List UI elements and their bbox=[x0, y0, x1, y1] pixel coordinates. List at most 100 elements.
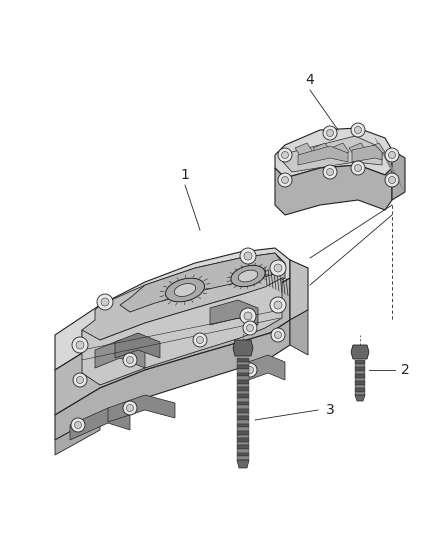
Bar bbox=[237, 376, 249, 380]
Bar bbox=[237, 369, 249, 373]
Bar bbox=[237, 380, 249, 384]
Bar bbox=[355, 370, 365, 374]
Ellipse shape bbox=[174, 284, 196, 296]
Text: 4: 4 bbox=[306, 73, 314, 87]
Circle shape bbox=[385, 148, 399, 162]
Bar bbox=[237, 442, 249, 446]
Circle shape bbox=[243, 363, 257, 377]
Polygon shape bbox=[108, 395, 175, 422]
Circle shape bbox=[270, 297, 286, 313]
Circle shape bbox=[282, 151, 289, 158]
Bar bbox=[237, 438, 249, 442]
Bar bbox=[355, 388, 365, 392]
Polygon shape bbox=[240, 355, 285, 383]
Polygon shape bbox=[55, 320, 290, 440]
Circle shape bbox=[354, 165, 361, 172]
Circle shape bbox=[271, 328, 285, 342]
Polygon shape bbox=[349, 143, 367, 157]
Circle shape bbox=[77, 376, 84, 384]
Circle shape bbox=[127, 357, 134, 364]
Polygon shape bbox=[295, 143, 313, 157]
Bar bbox=[237, 431, 249, 434]
Text: 1: 1 bbox=[180, 168, 190, 182]
Polygon shape bbox=[237, 460, 249, 468]
Ellipse shape bbox=[231, 265, 265, 287]
Circle shape bbox=[323, 126, 337, 140]
Bar bbox=[237, 449, 249, 453]
Polygon shape bbox=[55, 278, 290, 415]
Ellipse shape bbox=[238, 270, 258, 282]
Bar bbox=[237, 420, 249, 424]
Polygon shape bbox=[275, 128, 392, 178]
Polygon shape bbox=[82, 253, 285, 350]
Bar bbox=[237, 402, 249, 406]
Bar bbox=[237, 409, 249, 413]
Circle shape bbox=[97, 294, 113, 310]
Circle shape bbox=[385, 173, 399, 187]
Polygon shape bbox=[210, 300, 258, 325]
Circle shape bbox=[351, 123, 365, 137]
Circle shape bbox=[71, 418, 85, 432]
Bar bbox=[237, 362, 249, 365]
Bar bbox=[237, 424, 249, 427]
Polygon shape bbox=[298, 146, 348, 165]
Bar bbox=[237, 456, 249, 460]
Circle shape bbox=[278, 148, 292, 162]
Bar bbox=[237, 387, 249, 391]
Text: 2: 2 bbox=[401, 363, 410, 377]
Polygon shape bbox=[313, 143, 331, 157]
Circle shape bbox=[197, 336, 204, 343]
Circle shape bbox=[278, 173, 292, 187]
Bar bbox=[237, 413, 249, 416]
Bar bbox=[237, 365, 249, 369]
Polygon shape bbox=[367, 143, 385, 157]
Bar bbox=[237, 446, 249, 449]
Circle shape bbox=[275, 332, 282, 338]
Bar bbox=[237, 384, 249, 387]
Circle shape bbox=[274, 264, 282, 272]
Circle shape bbox=[389, 176, 396, 183]
Bar bbox=[237, 394, 249, 398]
Bar bbox=[355, 377, 365, 381]
Polygon shape bbox=[283, 136, 382, 172]
Bar bbox=[355, 360, 365, 364]
Polygon shape bbox=[352, 145, 382, 162]
Bar bbox=[355, 392, 365, 395]
Bar bbox=[355, 367, 365, 370]
Bar bbox=[237, 398, 249, 402]
Circle shape bbox=[123, 353, 137, 367]
Bar bbox=[237, 427, 249, 431]
Bar bbox=[237, 416, 249, 420]
Bar bbox=[237, 373, 249, 376]
Circle shape bbox=[247, 325, 254, 332]
Circle shape bbox=[74, 422, 81, 429]
Polygon shape bbox=[290, 310, 308, 355]
Circle shape bbox=[101, 298, 109, 306]
Polygon shape bbox=[115, 333, 160, 358]
Circle shape bbox=[326, 168, 333, 175]
Circle shape bbox=[193, 333, 207, 347]
Circle shape bbox=[270, 260, 286, 276]
Polygon shape bbox=[233, 340, 253, 356]
Circle shape bbox=[244, 312, 252, 320]
Circle shape bbox=[240, 248, 256, 264]
Bar bbox=[237, 391, 249, 394]
Polygon shape bbox=[95, 340, 145, 368]
Polygon shape bbox=[392, 150, 405, 200]
Polygon shape bbox=[355, 395, 365, 401]
Circle shape bbox=[244, 252, 252, 260]
Bar bbox=[237, 406, 249, 409]
Bar bbox=[355, 364, 365, 367]
Polygon shape bbox=[275, 165, 392, 215]
Circle shape bbox=[76, 341, 84, 349]
Circle shape bbox=[73, 373, 87, 387]
Polygon shape bbox=[290, 260, 308, 320]
Circle shape bbox=[127, 405, 134, 411]
Bar bbox=[355, 374, 365, 377]
Polygon shape bbox=[70, 408, 130, 440]
Circle shape bbox=[243, 321, 257, 335]
Circle shape bbox=[274, 301, 282, 309]
Bar bbox=[355, 381, 365, 384]
Bar bbox=[237, 453, 249, 456]
Bar bbox=[355, 384, 365, 388]
